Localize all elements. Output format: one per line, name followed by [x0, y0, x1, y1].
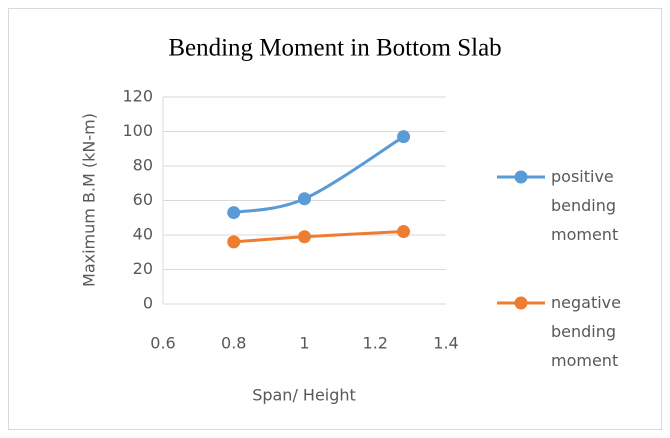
y-tick-label: 80: [133, 156, 153, 175]
data-point: [227, 235, 241, 249]
y-tick-label: 40: [133, 225, 153, 244]
x-tick-label: 1.4: [433, 334, 458, 353]
legend-marker: [514, 296, 528, 310]
data-point: [298, 192, 311, 206]
legend-label: positive bending moment: [551, 167, 619, 244]
x-axis-label: Span/ Height: [252, 386, 356, 405]
chart-title: Bending Moment in Bottom Slab: [168, 35, 501, 62]
x-tick-label: 1: [299, 334, 309, 353]
data-point: [397, 225, 411, 239]
x-tick-label: 0.6: [150, 334, 175, 353]
y-tick-label: 0: [143, 294, 153, 313]
y-axis-label: Maximum B.M (kN-m): [80, 113, 99, 287]
y-tick-label: 120: [122, 87, 153, 106]
legend-marker: [514, 170, 528, 184]
data-point: [298, 230, 311, 244]
legend-label: negative bending moment: [551, 293, 621, 370]
x-tick-label: 0.8: [221, 334, 246, 353]
data-point: [397, 130, 411, 144]
data-point: [227, 206, 241, 220]
y-tick-label: 20: [133, 259, 153, 278]
chart-frame: [8, 8, 662, 430]
x-tick-label: 1.2: [363, 334, 388, 353]
y-tick-label: 60: [133, 190, 153, 209]
y-tick-label: 100: [122, 121, 153, 140]
